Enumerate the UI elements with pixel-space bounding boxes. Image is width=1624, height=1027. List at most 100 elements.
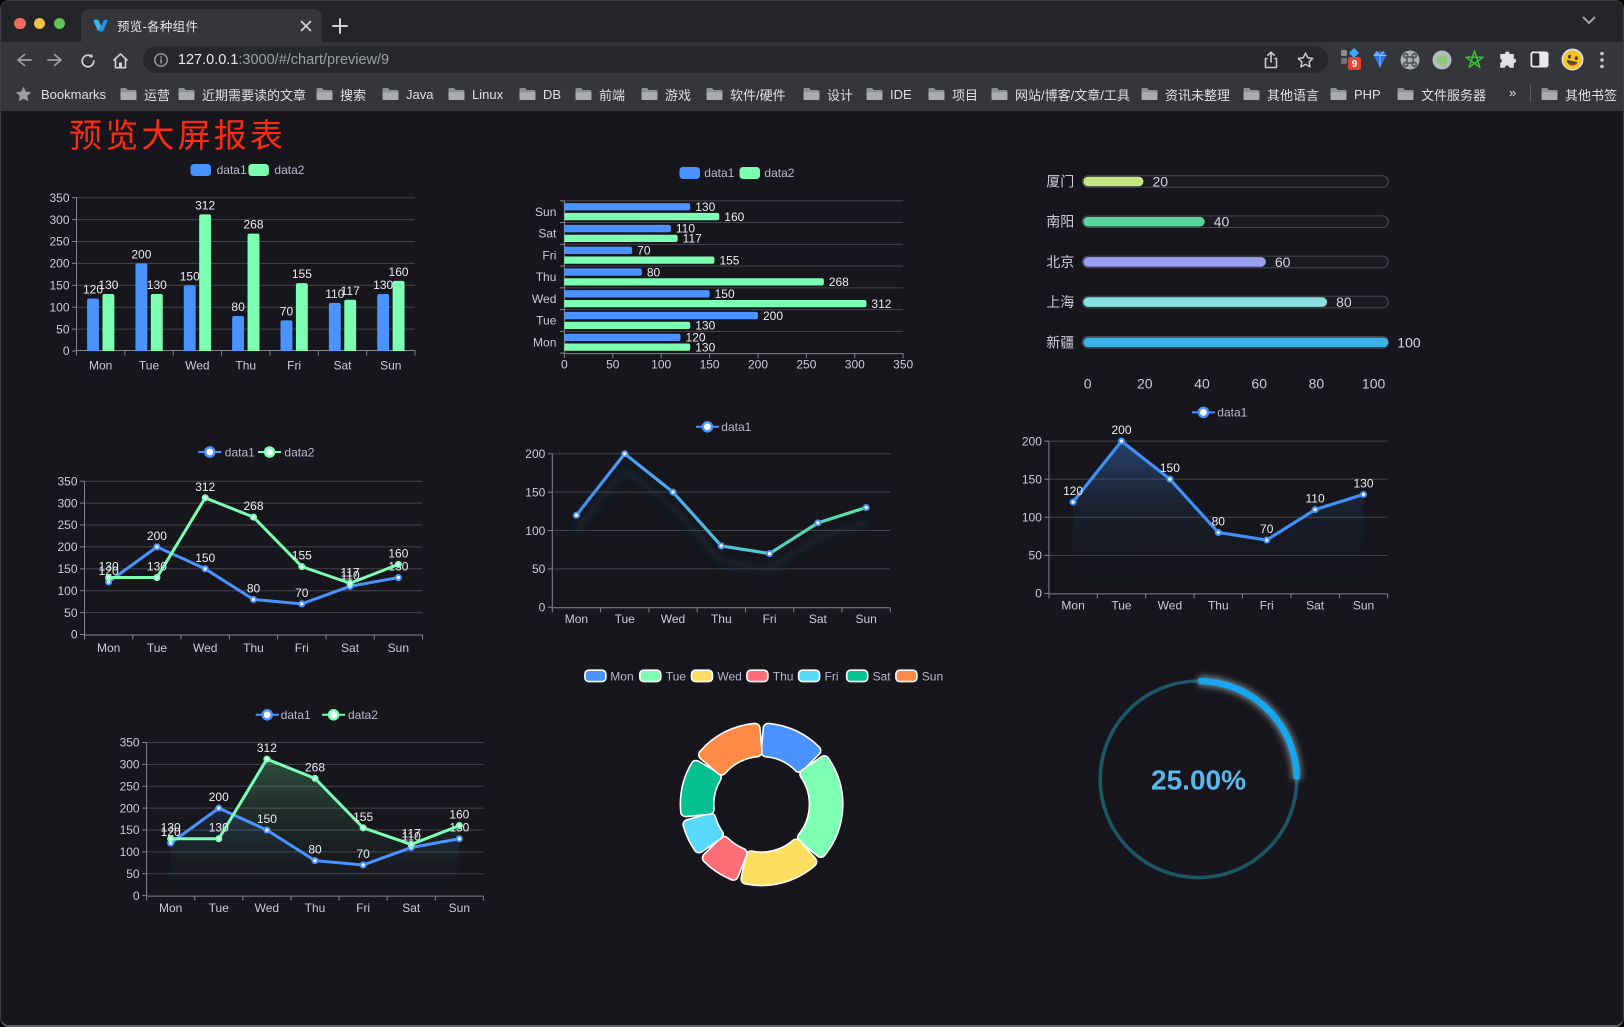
- svg-text:Sun: Sun: [1353, 598, 1374, 612]
- svg-text:155: 155: [353, 810, 373, 824]
- svg-text:150: 150: [525, 485, 545, 499]
- svg-text:250: 250: [796, 358, 816, 372]
- svg-text:data1: data1: [721, 420, 751, 434]
- svg-text:130: 130: [99, 560, 119, 574]
- svg-text:130: 130: [695, 319, 715, 333]
- svg-text:250: 250: [49, 235, 69, 249]
- svg-text:Thu: Thu: [773, 669, 794, 683]
- svg-text:0: 0: [71, 628, 78, 642]
- svg-text:Thu: Thu: [305, 901, 326, 915]
- svg-text:117: 117: [341, 284, 360, 298]
- svg-text:Sun: Sun: [922, 669, 943, 683]
- svg-text:160: 160: [449, 808, 469, 822]
- svg-text:200: 200: [120, 801, 140, 815]
- svg-text:Mon: Mon: [159, 901, 182, 915]
- svg-text:Thu: Thu: [243, 641, 264, 655]
- svg-text:312: 312: [195, 480, 215, 494]
- svg-text:268: 268: [243, 499, 263, 513]
- svg-text:250: 250: [120, 779, 140, 793]
- svg-text:Thu: Thu: [536, 270, 557, 284]
- svg-text:200: 200: [1022, 434, 1042, 448]
- svg-text:130: 130: [209, 821, 229, 835]
- svg-text:Tue: Tue: [1111, 598, 1132, 612]
- svg-text:Tue: Tue: [615, 612, 636, 626]
- svg-text:Mon: Mon: [1061, 598, 1084, 612]
- svg-text:Sat: Sat: [341, 641, 360, 655]
- svg-text:130: 130: [695, 200, 715, 214]
- svg-text:70: 70: [280, 304, 294, 318]
- svg-text:100: 100: [651, 358, 671, 372]
- svg-text:350: 350: [120, 736, 140, 750]
- svg-text:0: 0: [539, 601, 546, 615]
- svg-text:350: 350: [57, 474, 77, 488]
- svg-text:Tue: Tue: [139, 359, 160, 373]
- svg-text:150: 150: [49, 279, 69, 293]
- svg-text:Sun: Sun: [380, 359, 401, 373]
- svg-text:0: 0: [561, 358, 568, 372]
- svg-text:0: 0: [1084, 375, 1092, 391]
- svg-text:70: 70: [637, 244, 651, 258]
- svg-text:250: 250: [57, 518, 77, 532]
- svg-text:70: 70: [1260, 522, 1274, 536]
- svg-text:120: 120: [83, 282, 103, 296]
- svg-text:130: 130: [147, 560, 167, 574]
- svg-text:155: 155: [719, 253, 739, 267]
- svg-text:200: 200: [49, 257, 69, 271]
- svg-text:Fri: Fri: [763, 612, 777, 626]
- svg-text:0: 0: [63, 344, 70, 358]
- svg-text:120: 120: [686, 331, 706, 345]
- svg-text:50: 50: [56, 322, 70, 336]
- svg-text:Sun: Sun: [535, 205, 556, 219]
- svg-text:80: 80: [1212, 514, 1226, 528]
- svg-text:Wed: Wed: [717, 669, 741, 683]
- svg-text:200: 200: [525, 447, 545, 461]
- svg-text:117: 117: [402, 826, 421, 840]
- svg-text:0: 0: [1035, 587, 1042, 601]
- svg-text:300: 300: [57, 496, 77, 510]
- svg-text:60: 60: [1275, 254, 1291, 270]
- svg-text:200: 200: [57, 540, 77, 554]
- svg-text:120: 120: [161, 825, 181, 839]
- svg-text:130: 130: [147, 278, 167, 292]
- svg-text:110: 110: [676, 222, 695, 236]
- svg-text:Tue: Tue: [536, 314, 557, 328]
- svg-text:data1: data1: [217, 163, 247, 177]
- svg-text:Fri: Fri: [295, 641, 309, 655]
- svg-text:110: 110: [402, 829, 421, 843]
- svg-text:Thu: Thu: [711, 612, 732, 626]
- svg-text:130: 130: [98, 278, 118, 292]
- svg-text:data1: data1: [1217, 406, 1247, 420]
- svg-text:80: 80: [308, 843, 322, 857]
- svg-text:80: 80: [231, 300, 245, 314]
- svg-text:200: 200: [147, 529, 167, 543]
- svg-text:50: 50: [64, 606, 78, 620]
- svg-text:350: 350: [893, 358, 913, 372]
- svg-text:70: 70: [295, 586, 309, 600]
- svg-text:130: 130: [373, 278, 393, 292]
- svg-text:300: 300: [120, 758, 140, 772]
- svg-text:60: 60: [1251, 375, 1267, 391]
- svg-text:120: 120: [99, 564, 119, 578]
- svg-text:300: 300: [49, 213, 69, 227]
- svg-text:南阳: 南阳: [1046, 214, 1074, 230]
- svg-text:312: 312: [195, 198, 215, 212]
- svg-text:80: 80: [247, 581, 261, 595]
- svg-text:Sat: Sat: [333, 359, 352, 373]
- svg-text:Fri: Fri: [287, 359, 301, 373]
- svg-text:Mon: Mon: [97, 641, 120, 655]
- svg-text:100: 100: [1022, 510, 1042, 524]
- svg-text:50: 50: [606, 358, 620, 372]
- svg-text:130: 130: [1353, 476, 1373, 490]
- svg-text:0: 0: [133, 889, 140, 903]
- svg-text:厦门: 厦门: [1046, 174, 1074, 190]
- svg-text:Wed: Wed: [1158, 598, 1182, 612]
- svg-text:data1: data1: [225, 445, 255, 459]
- svg-text:100: 100: [1397, 334, 1421, 350]
- svg-text:80: 80: [1336, 294, 1352, 310]
- svg-text:80: 80: [1309, 375, 1325, 391]
- svg-text:150: 150: [700, 358, 720, 372]
- svg-text:Sat: Sat: [873, 669, 892, 683]
- svg-text:100: 100: [57, 584, 77, 598]
- svg-text:40: 40: [1194, 375, 1210, 391]
- svg-text:110: 110: [325, 287, 344, 301]
